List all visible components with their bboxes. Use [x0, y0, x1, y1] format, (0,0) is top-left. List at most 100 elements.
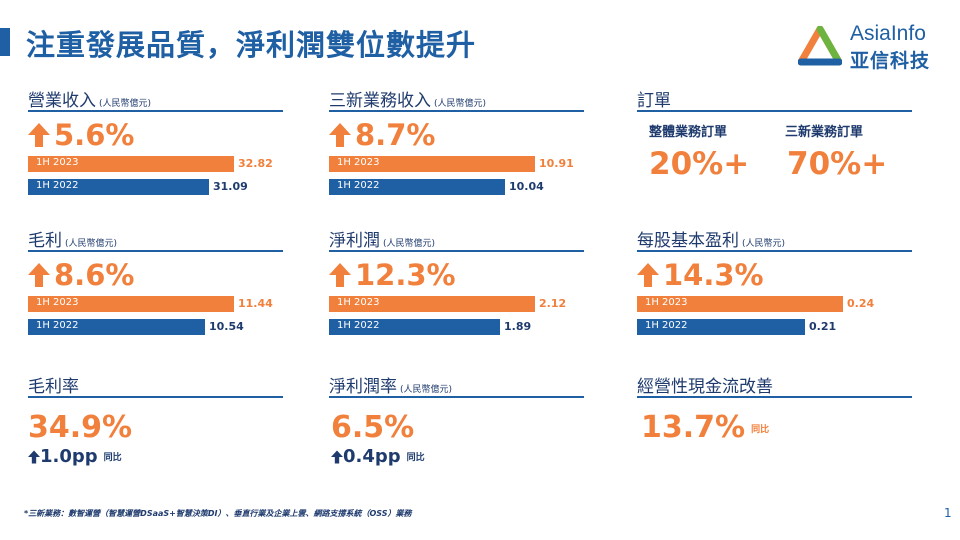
- arrow-up-icon: [28, 263, 50, 287]
- section-title: 經營性現金流改善: [637, 377, 773, 397]
- bar-value-1h-2022: 10.04: [509, 180, 544, 193]
- order-label-new-business: 三新業務訂單: [785, 125, 864, 140]
- section-header: 經營性現金流改善: [637, 372, 912, 398]
- arrow-up-icon: [637, 263, 659, 287]
- arrow-up-icon: [329, 263, 351, 287]
- bar-label: 1H 2023: [36, 297, 79, 308]
- bar-label: 1H 2023: [337, 157, 380, 168]
- growth-indicator: 8.7%: [329, 118, 435, 152]
- cash-flow-percent: 13.7%: [641, 410, 746, 445]
- bar-value-1h-2022: 31.09: [213, 180, 248, 193]
- section-gross-profit: 毛利 (人民幣億元) 8.6% 1H 2023 11.44 1H 2022 10.…: [28, 226, 283, 341]
- order-value-new-business: 70%+: [787, 146, 888, 182]
- bar-label: 1H 2022: [36, 180, 79, 191]
- bar-1h-2023: 1H 2023: [329, 296, 535, 312]
- bar-1h-2022: 1H 2022: [329, 319, 500, 335]
- section-cash-flow: 經營性現金流改善 13.7% 同比: [637, 372, 912, 472]
- bar-label: 1H 2023: [36, 157, 79, 168]
- bar-value-1h-2023: 10.91: [539, 157, 574, 170]
- change-unit: 同比: [406, 453, 425, 463]
- section-unit: (人民幣億元): [383, 239, 436, 249]
- growth-value: 8.6%: [54, 258, 135, 292]
- title-accent-bar: [0, 28, 10, 56]
- section-unit: (人民幣億元): [400, 385, 453, 395]
- growth-indicator: 5.6%: [28, 118, 134, 152]
- bar-1h-2022: 1H 2022: [28, 179, 209, 195]
- bar-label: 1H 2022: [36, 320, 79, 331]
- section-header: 淨利潤率 (人民幣億元): [329, 372, 584, 398]
- growth-indicator: 14.3%: [637, 258, 764, 292]
- bar-label: 1H 2022: [645, 320, 688, 331]
- page-number: 1: [944, 506, 952, 520]
- section-net-profit: 淨利潤 (人民幣億元) 12.3% 1H 2023 2.12 1H 2022 1.…: [329, 226, 584, 341]
- section-title: 訂單: [637, 91, 671, 111]
- bar-1h-2022: 1H 2022: [329, 179, 505, 195]
- bar-value-1h-2022: 0.21: [809, 320, 837, 333]
- growth-value: 5.6%: [54, 118, 135, 152]
- bar-value-1h-2023: 0.24: [847, 297, 875, 310]
- cash-flow-value: 13.7% 同比: [641, 410, 769, 445]
- bar-1h-2023: 1H 2023: [28, 156, 234, 172]
- net-margin-change: 0.4pp 同比: [331, 446, 425, 467]
- bar-1h-2023: 1H 2023: [637, 296, 843, 312]
- section-net-margin: 淨利潤率 (人民幣億元) 6.5% 0.4pp 同比: [329, 372, 584, 472]
- section-title: 淨利潤: [329, 231, 380, 251]
- bar-value-1h-2022: 10.54: [209, 320, 244, 333]
- growth-value: 14.3%: [663, 258, 764, 292]
- arrow-up-icon: [329, 123, 351, 147]
- change-unit: 同比: [751, 425, 770, 435]
- section-header: 每股基本盈利 (人民幣元): [637, 226, 912, 252]
- arrow-up-icon: [28, 123, 50, 147]
- arrow-up-small-icon: [331, 449, 343, 464]
- growth-value: 8.7%: [355, 118, 436, 152]
- section-unit: (人民幣元): [742, 239, 786, 249]
- section-title: 淨利潤率: [329, 377, 397, 397]
- company-logo: AsiaInfo 亚信科技: [798, 20, 948, 75]
- section-header: 訂單: [637, 86, 912, 112]
- section-eps: 每股基本盈利 (人民幣元) 14.3% 1H 2023 0.24 1H 2022 …: [637, 226, 912, 341]
- page-title: 注重發展品質，淨利潤雙位數提升: [26, 28, 477, 62]
- section-header: 毛利 (人民幣億元): [28, 226, 283, 252]
- section-header: 毛利率: [28, 372, 283, 398]
- gross-margin-change: 1.0pp 同比: [28, 446, 122, 467]
- growth-indicator: 12.3%: [329, 258, 456, 292]
- section-revenue: 營業收入 (人民幣億元) 5.6% 1H 2023 32.82 1H 2022 3…: [28, 86, 283, 201]
- change-value: 1.0pp: [40, 446, 98, 467]
- section-orders: 訂單 整體業務訂單 三新業務訂單 20%+ 70%+: [637, 86, 912, 201]
- logo-chinese-name: 亚信科技: [850, 50, 931, 72]
- section-title: 三新業務收入: [329, 91, 431, 111]
- section-header: 三新業務收入 (人民幣億元): [329, 86, 584, 112]
- bar-value-1h-2023: 11.44: [238, 297, 273, 310]
- bar-label: 1H 2022: [337, 320, 380, 331]
- section-title: 毛利率: [28, 377, 79, 397]
- order-value-overall: 20%+: [649, 146, 750, 182]
- section-unit: (人民幣億元): [99, 99, 152, 109]
- net-margin-value: 6.5%: [331, 410, 415, 445]
- logo-english-name: AsiaInfo: [850, 22, 926, 45]
- bar-label: 1H 2023: [337, 297, 380, 308]
- asiainfo-logo-icon: [798, 26, 842, 66]
- bar-1h-2023: 1H 2023: [329, 156, 535, 172]
- footnote: *三新業務：數智運營（智慧運營DSaaS+智慧決策DI）、垂直行業及企業上雲、網…: [24, 509, 412, 518]
- section-gross-margin: 毛利率 34.9% 1.0pp 同比: [28, 372, 283, 472]
- growth-value: 12.3%: [355, 258, 456, 292]
- gross-margin-value: 34.9%: [28, 410, 133, 445]
- bar-label: 1H 2022: [337, 180, 380, 191]
- bar-value-1h-2023: 2.12: [539, 297, 567, 310]
- growth-indicator: 8.6%: [28, 258, 134, 292]
- section-header: 營業收入 (人民幣億元): [28, 86, 283, 112]
- section-unit: (人民幣億元): [65, 239, 118, 249]
- change-unit: 同比: [103, 453, 122, 463]
- bar-1h-2022: 1H 2022: [28, 319, 205, 335]
- section-unit: (人民幣億元): [434, 99, 487, 109]
- arrow-up-small-icon: [28, 449, 40, 464]
- bar-value-1h-2023: 32.82: [238, 157, 273, 170]
- bar-1h-2022: 1H 2022: [637, 319, 805, 335]
- section-new-business: 三新業務收入 (人民幣億元) 8.7% 1H 2023 10.91 1H 2022…: [329, 86, 584, 201]
- bar-1h-2023: 1H 2023: [28, 296, 234, 312]
- order-label-overall: 整體業務訂單: [649, 125, 728, 140]
- bar-label: 1H 2023: [645, 297, 688, 308]
- bar-value-1h-2022: 1.89: [504, 320, 532, 333]
- change-value: 0.4pp: [343, 446, 401, 467]
- section-title: 每股基本盈利: [637, 231, 739, 251]
